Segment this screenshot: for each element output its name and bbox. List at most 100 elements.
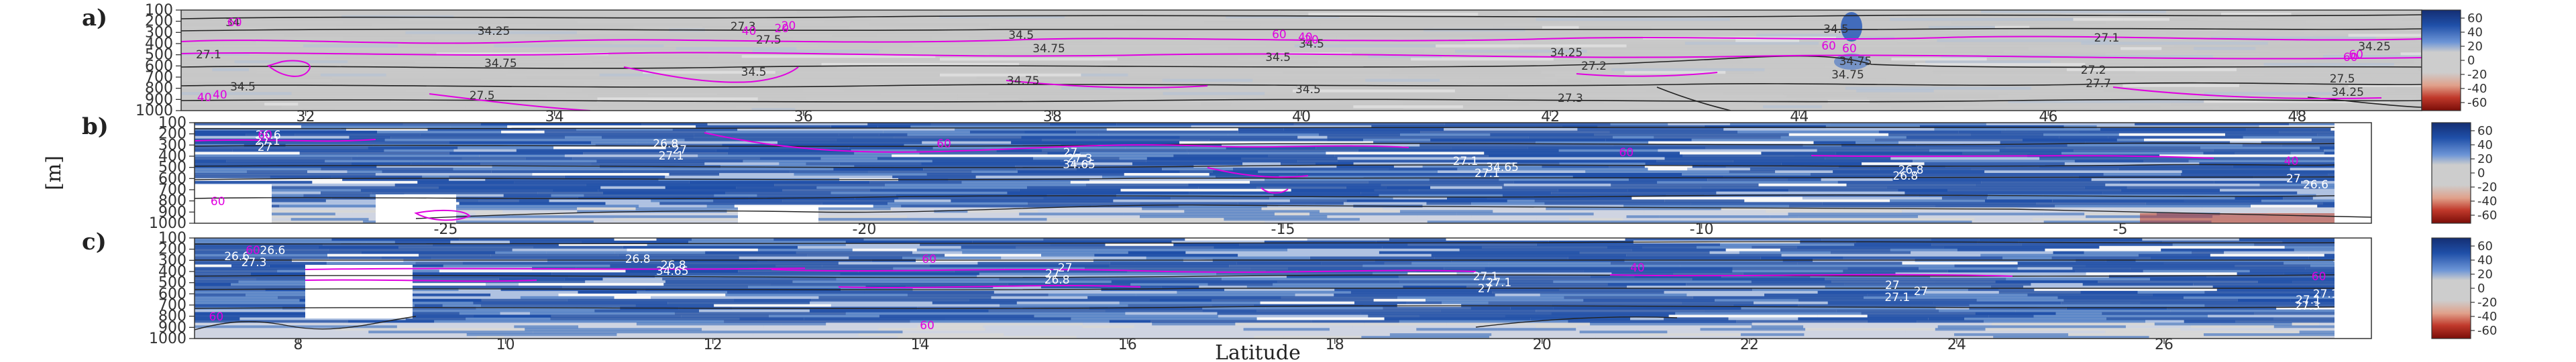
heatmap-cell [623,154,698,158]
heatmap-cell [320,42,386,45]
heatmap-cell [1867,97,2048,101]
heatmap-cell [1495,293,1540,297]
heatmap-cell [507,125,696,129]
heatmap-cell [2348,34,2422,37]
heatmap-cell [2198,17,2259,21]
heatmap-cell [2182,194,2316,198]
heatmap-cell [433,47,531,50]
heatmap-cell [1743,272,1896,276]
heatmap-cell [1389,168,1458,171]
heatmap-cell [1222,143,1420,147]
heatmap-cell [1720,243,1854,247]
heatmap-cell [1929,149,2000,152]
heatmap-cell [1651,25,1845,29]
heatmap-cell [1393,165,1423,168]
heatmap-cell [849,146,933,149]
heatmap-cell [443,194,504,198]
heatmap-cell [564,278,603,281]
contour-label: 60 [920,319,934,333]
heatmap-cell [195,157,352,160]
heatmap-cell [347,86,470,90]
heatmap-cell [1110,89,1293,93]
heatmap-cell [1729,123,1831,126]
heatmap-cell [379,12,514,16]
heatmap-cell [688,240,846,244]
heatmap-cell [1289,199,1347,202]
heatmap-cell [1218,314,1368,318]
heatmap-cell [610,264,776,267]
heatmap-cell [270,175,332,179]
heatmap-cell [1715,298,1799,302]
contour-label: 27.1 [1884,291,1910,304]
heatmap-cell [577,20,693,24]
heatmap-cell [2096,125,2259,129]
heatmap-cell [321,191,372,195]
panel-a-blue-patch [1841,12,1862,42]
heatmap-cell [2181,173,2328,176]
heatmap-cell [1370,31,1493,35]
heatmap-cell [537,191,603,195]
heatmap-cell [907,293,1049,297]
heatmap-cell [321,168,453,171]
heatmap-cell [458,288,501,292]
heatmap-cell [1730,23,1780,27]
heatmap-cell [635,304,714,308]
heatmap-cell [449,152,584,155]
heatmap-cell [1981,180,2120,184]
heatmap-cell [1517,10,1603,13]
heatmap-cell [794,173,927,176]
heatmap-cell [1403,108,1505,111]
heatmap-cell [757,248,853,252]
heatmap-cell [415,60,593,64]
heatmap-cell [1411,261,1489,265]
heatmap-cell [1770,50,1904,53]
heatmap-cell [1358,149,1559,152]
heatmap-cell [629,215,745,219]
heatmap-cell [1595,336,1725,339]
heatmap-cell [1114,23,1261,27]
heatmap-cell [1105,309,1203,313]
heatmap-cell [195,283,231,286]
heatmap-cell [1687,168,1750,171]
heatmap-cell [598,188,782,192]
contour-label: 34.75 [1007,74,1040,88]
heatmap-cell [1719,188,1789,192]
heatmap-cell [949,178,1089,182]
heatmap-cell [1935,280,1996,284]
heatmap-cell [1613,143,1803,147]
heatmap-cell [1998,288,2035,292]
heatmap-cell [2017,207,2202,210]
heatmap-cell [1752,245,1797,249]
heatmap-cell [2135,259,2334,263]
heatmap-cell [1260,68,1392,72]
heatmap-cell [2121,28,2317,32]
heatmap-cell [2294,248,2371,252]
heatmap-cell [1258,170,1438,174]
heatmap-cell [2023,138,2117,142]
heatmap-cell [1660,58,1719,61]
heatmap-cell [2106,317,2274,320]
heatmap-cell [1281,296,1398,300]
heatmap-cell [1583,269,1733,273]
heatmap-cell [1395,52,1538,56]
heatmap-cell [1256,317,1385,320]
contour-label: 60 [2312,270,2326,284]
heatmap-cell [195,188,361,192]
heatmap-cell [332,76,527,80]
heatmap-cell [1279,25,1434,29]
heatmap-cell [2140,301,2307,305]
heatmap-cell [195,141,272,145]
heatmap-cell [459,238,614,241]
heatmap-cell [1666,76,1697,80]
x-tick-label: 12 [704,337,722,353]
contour-label: 27 [1063,146,1078,160]
y-tick-label: 300 [158,252,186,269]
heatmap-cell [704,162,780,166]
heatmap-cell [2302,95,2416,98]
heatmap-cell [1236,261,1322,265]
heatmap-cell [2387,23,2422,27]
heatmap-cell [490,253,619,257]
heatmap-cell [394,183,586,187]
heatmap-cell [1005,68,1101,72]
heatmap-cell [1719,58,1892,61]
